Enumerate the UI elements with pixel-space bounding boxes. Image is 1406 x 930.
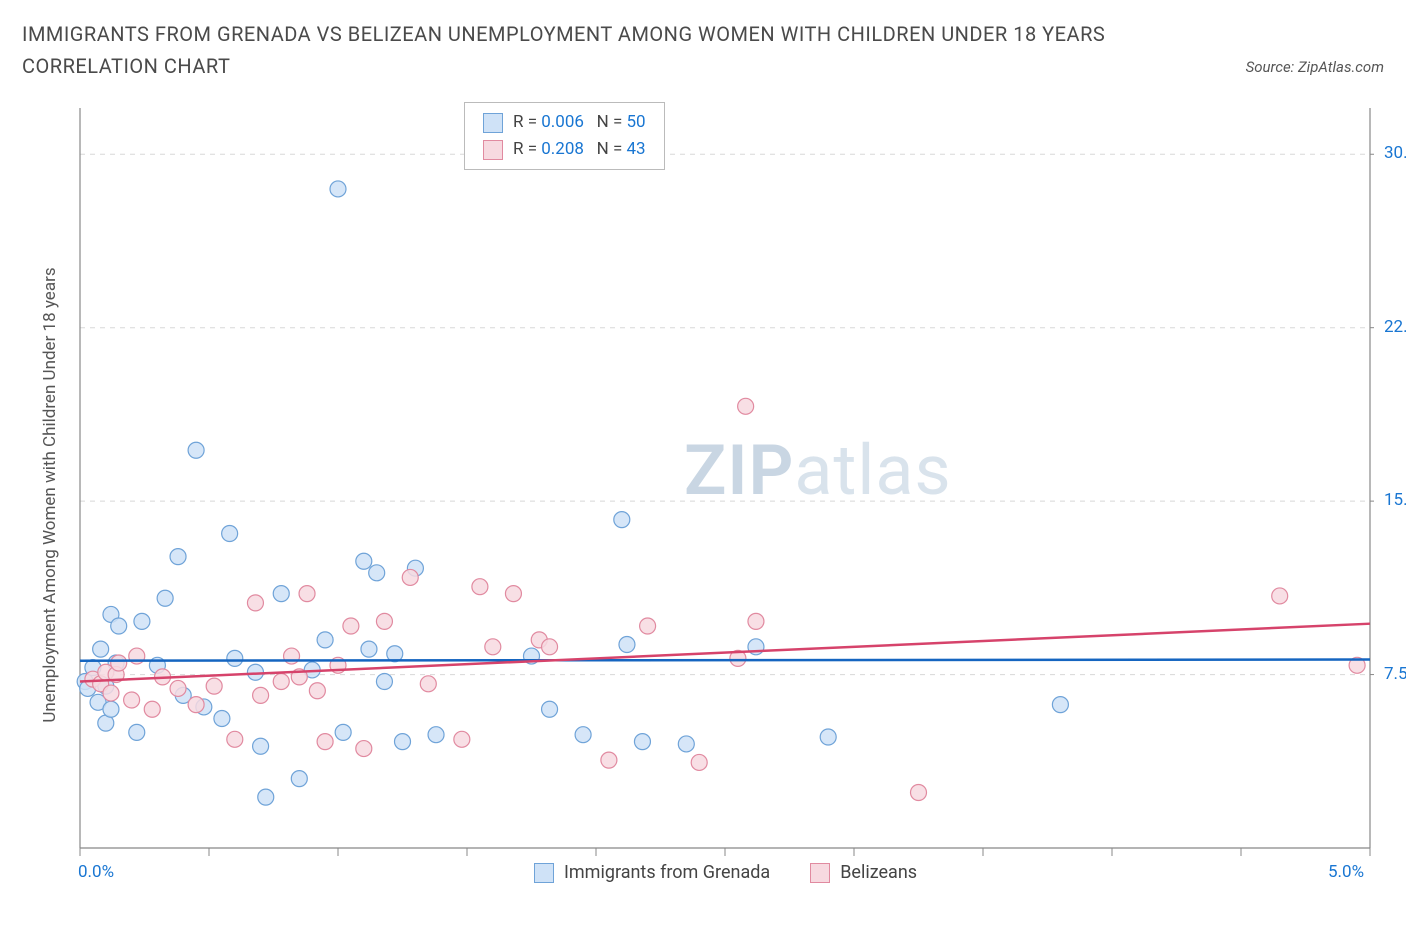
series-legend-label: Belizeans	[840, 862, 917, 883]
legend-swatch	[483, 140, 503, 160]
legend-swatch	[483, 113, 503, 133]
x-tick-label: 5.0%	[1328, 862, 1364, 882]
x-tick-label: 0.0%	[78, 862, 114, 882]
stats-legend: R = 0.006 N = 50R = 0.208 N = 43	[464, 102, 665, 170]
legend-swatch	[534, 863, 554, 883]
stats-legend-row: R = 0.208 N = 43	[483, 136, 646, 163]
scatter-plot-svg	[44, 100, 1374, 890]
legend-stat-text: R = 0.006 N = 50	[513, 109, 646, 136]
y-tick-label: 15.0%	[1384, 490, 1406, 510]
y-axis-label: Unemployment Among Women with Children U…	[40, 267, 60, 722]
source-attribution: Source: ZipAtlas.com	[1246, 18, 1384, 76]
header: IMMIGRANTS FROM GRENADA VS BELIZEAN UNEM…	[0, 0, 1406, 82]
legend-stat-text: R = 0.208 N = 43	[513, 136, 646, 163]
series-legend-item: Immigrants from Grenada	[534, 862, 770, 883]
series-legend-item: Belizeans	[810, 862, 917, 883]
series-legend: Immigrants from Grenada Belizeans	[534, 862, 917, 883]
y-tick-label: 22.5%	[1384, 317, 1406, 337]
chart-title: IMMIGRANTS FROM GRENADA VS BELIZEAN UNEM…	[22, 18, 1142, 82]
chart-area: Unemployment Among Women with Children U…	[44, 100, 1374, 890]
y-tick-label: 7.5%	[1384, 664, 1406, 684]
y-tick-label: 30.0%	[1384, 143, 1406, 163]
legend-swatch	[810, 863, 830, 883]
series-legend-label: Immigrants from Grenada	[564, 862, 770, 883]
stats-legend-row: R = 0.006 N = 50	[483, 109, 646, 136]
